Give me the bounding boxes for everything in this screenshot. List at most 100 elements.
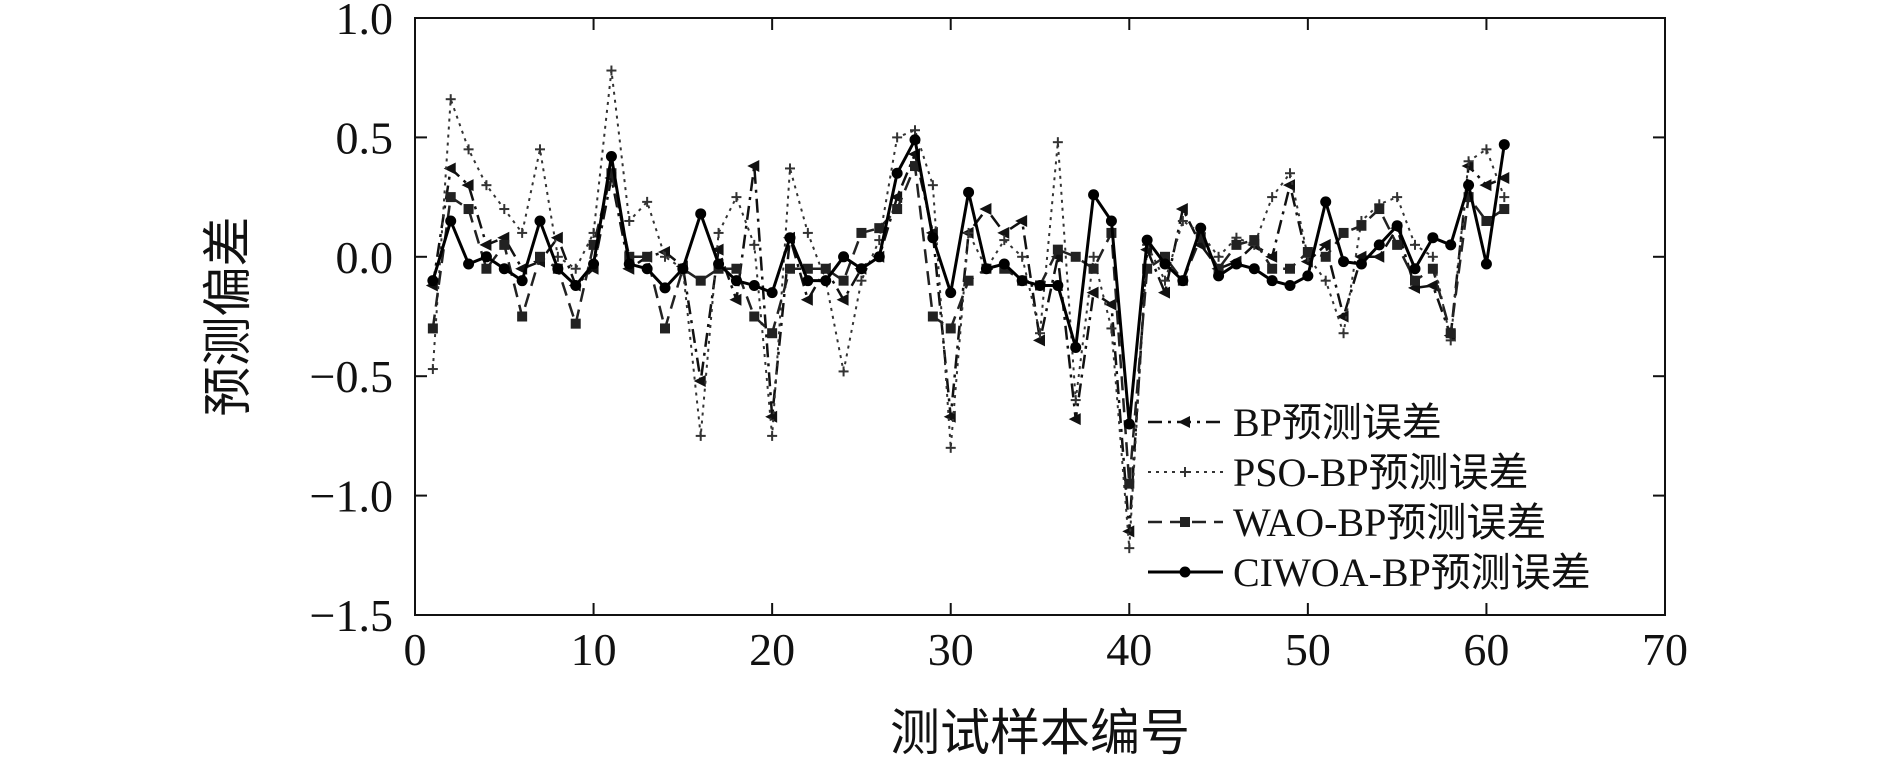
- data-point: [1160, 251, 1170, 262]
- x-axis-ticks: 0 10 20 30 40 50 60 70: [404, 18, 1688, 675]
- data-point: [1373, 239, 1385, 251]
- data-point: [660, 323, 670, 334]
- data-point: [802, 263, 813, 274]
- data-point: [1302, 270, 1314, 282]
- data-point: [1266, 275, 1278, 287]
- data-point: [534, 215, 546, 227]
- data-point: [1088, 251, 1099, 262]
- data-point: [800, 293, 813, 306]
- data-point: [1230, 258, 1242, 270]
- data-point: [1088, 189, 1100, 201]
- y-axis-ticks: −1.5 −1.0 −0.5 0.0 0.5 1.0: [310, 0, 1665, 641]
- data-point: [1035, 328, 1045, 339]
- data-point: [588, 258, 600, 270]
- data-point: [785, 163, 795, 174]
- data-point: [1124, 543, 1135, 554]
- data-point: [748, 279, 760, 291]
- data-point: [1427, 263, 1438, 274]
- data-point: [980, 263, 992, 275]
- data-point: [570, 263, 581, 274]
- data-point: [1409, 263, 1421, 275]
- data-point: [570, 318, 581, 329]
- data-point: [463, 204, 474, 215]
- data-point: [729, 293, 742, 306]
- x-tick-label: 10: [571, 624, 617, 675]
- data-point: [1017, 251, 1028, 262]
- data-point: [1356, 220, 1367, 231]
- legend: BP预测误差 PSO-BP预测误差 WAO-BP预测误差 CIWOA-BP预测误差: [1148, 400, 1591, 595]
- data-point: [856, 275, 867, 286]
- data-point: [1175, 203, 1188, 216]
- data-point: [820, 263, 831, 274]
- plot-frame: [414, 17, 1666, 616]
- data-point: [550, 231, 563, 244]
- data-point: [999, 235, 1010, 246]
- data-point: [838, 366, 849, 377]
- data-point: [1052, 279, 1064, 291]
- data-point: [1285, 263, 1295, 274]
- data-point: [499, 239, 510, 250]
- data-point: [963, 186, 975, 198]
- series-4: [427, 134, 1510, 430]
- data-point: [1302, 247, 1313, 258]
- data-point: [1159, 258, 1171, 270]
- data-point: [1480, 258, 1492, 270]
- data-point: [1195, 222, 1207, 234]
- data-point: [1481, 215, 1492, 226]
- data-point: [1070, 342, 1082, 354]
- x-axis-label: 测试样本编号: [890, 705, 1190, 761]
- data-point: [695, 430, 706, 441]
- data-point: [427, 364, 438, 375]
- plot-area: [414, 17, 1666, 616]
- data-point: [1105, 215, 1117, 227]
- data-point: [713, 227, 724, 238]
- data-point: [1034, 279, 1046, 291]
- data-point: [1498, 139, 1510, 151]
- data-point: [659, 282, 671, 294]
- data-point: [1088, 263, 1099, 274]
- data-point: [606, 65, 617, 76]
- data-point: [1355, 258, 1367, 270]
- data-point: [945, 287, 957, 299]
- data-point: [1070, 251, 1081, 262]
- data-point: [767, 430, 778, 441]
- data-point: [767, 328, 778, 339]
- data-point: [535, 251, 545, 262]
- data-point: [1445, 328, 1456, 339]
- data-point: [463, 144, 474, 155]
- data-point: [1213, 251, 1224, 262]
- data-point: [1427, 251, 1438, 262]
- data-point: [570, 279, 582, 291]
- data-point: [463, 258, 475, 270]
- x-tick-label: 60: [1463, 624, 1509, 675]
- data-point: [445, 94, 456, 105]
- data-point: [1158, 286, 1170, 299]
- data-point: [481, 263, 492, 274]
- data-point: [1124, 478, 1135, 489]
- data-point: [1033, 334, 1045, 347]
- data-point: [731, 192, 742, 203]
- data-point: [838, 251, 850, 263]
- data-point: [1195, 232, 1206, 243]
- data-point: [1499, 204, 1510, 215]
- data-point: [1052, 244, 1063, 255]
- data-point: [677, 263, 689, 275]
- data-point: [517, 311, 528, 322]
- data-point: [642, 196, 653, 207]
- data-point: [892, 204, 903, 215]
- data-point: [891, 167, 903, 179]
- data-point: [1374, 204, 1385, 215]
- data-point: [997, 226, 1010, 239]
- data-point: [695, 275, 706, 286]
- data-point: [1463, 192, 1474, 203]
- data-point: [892, 132, 903, 143]
- data-point: [693, 374, 706, 387]
- data-point: [1497, 171, 1510, 184]
- legend-item: PSO-BP预测误差: [1148, 450, 1529, 495]
- data-point: [1213, 270, 1225, 282]
- data-point: [1283, 179, 1295, 192]
- data-point: [1391, 220, 1403, 232]
- data-point: [873, 251, 885, 263]
- data-point: [1320, 275, 1331, 286]
